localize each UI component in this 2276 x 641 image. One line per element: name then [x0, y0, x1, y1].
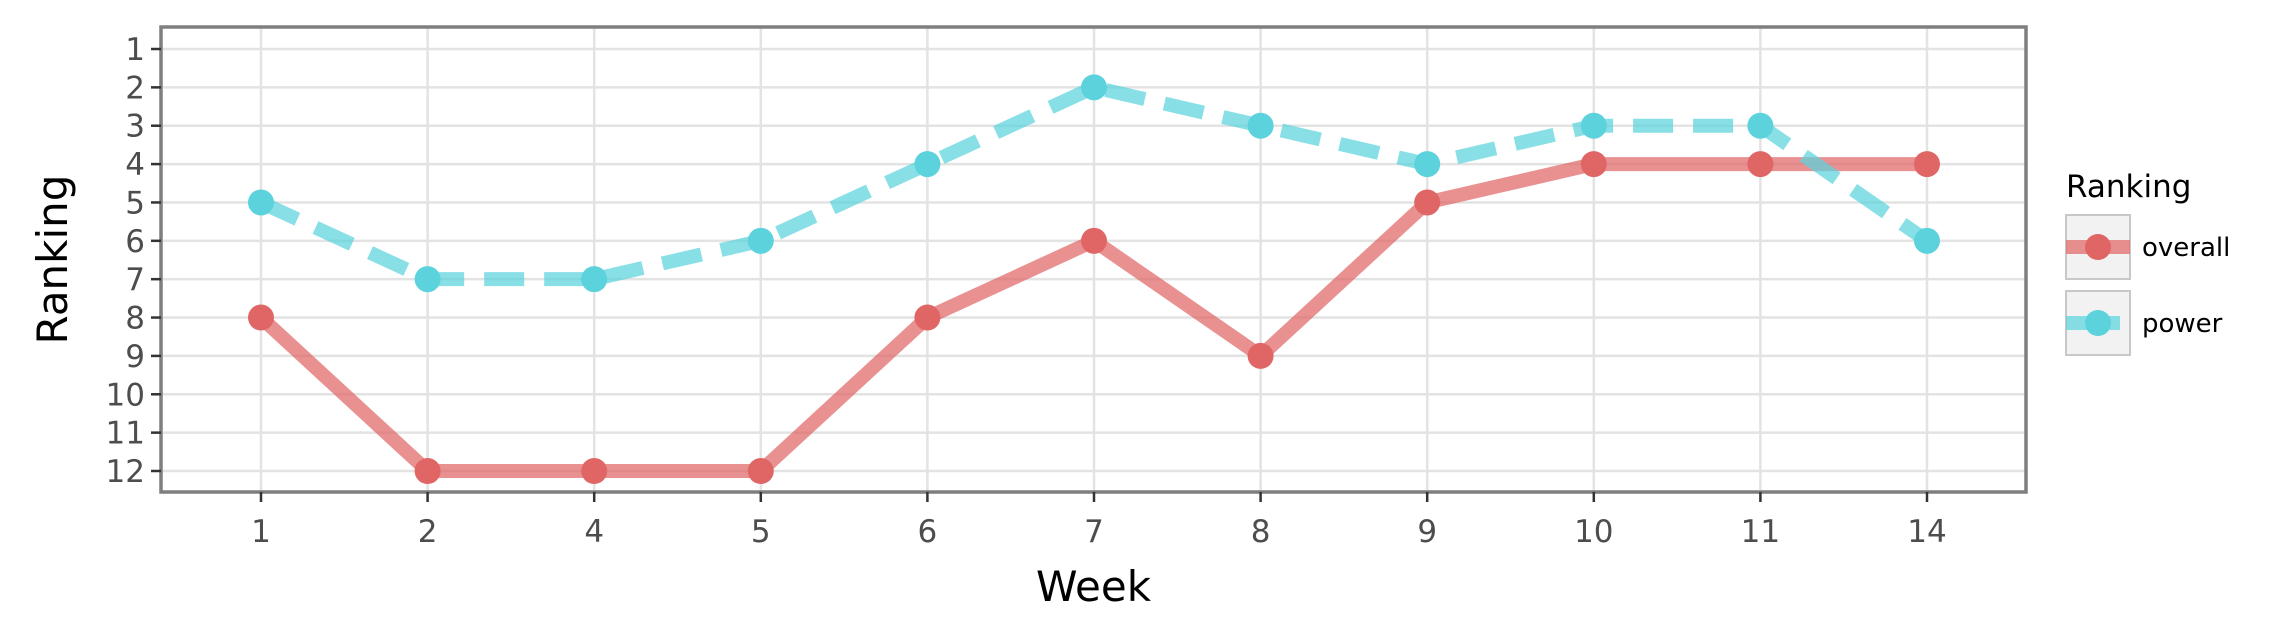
data-point-power [1580, 112, 1607, 139]
data-point-power [248, 189, 274, 216]
x-tick-label: 11 [1741, 514, 1780, 550]
legend-title: Ranking [2066, 169, 2191, 205]
legend-key-point [2085, 234, 2111, 260]
data-point-power [914, 151, 941, 178]
x-tick-label: 6 [918, 514, 938, 550]
legend: Ranking overall power [2065, 169, 2230, 356]
data-point-power [1247, 112, 1274, 139]
y-tick-label: 7 [125, 262, 145, 298]
legend-item-overall: overall [2065, 214, 2230, 280]
y-tick-label: 5 [125, 185, 145, 221]
y-tick-label: 6 [125, 224, 145, 260]
grid-lines [161, 27, 2026, 492]
y-tick-label: 12 [106, 454, 145, 490]
y-tick-label: 8 [125, 301, 145, 337]
series-layer [248, 74, 1940, 484]
x-tick-label: 9 [1417, 514, 1437, 550]
x-tick-label: 7 [1084, 514, 1104, 550]
data-point-overall [414, 458, 441, 484]
y-tick-label: 4 [125, 147, 145, 183]
data-point-overall [1247, 342, 1274, 369]
data-point-power [1414, 151, 1441, 178]
data-point-overall [581, 458, 608, 484]
x-axis-title: Week [1036, 562, 1152, 611]
data-point-overall [1580, 151, 1607, 178]
legend-label: overall [2142, 233, 2230, 263]
x-tick-label: 2 [418, 514, 438, 550]
series-power [258, 80, 1931, 287]
series-points-overall [248, 151, 1940, 484]
x-tick-label: 10 [1574, 514, 1613, 550]
x-tick-label: 8 [1251, 514, 1271, 550]
y-tick-label: 9 [125, 339, 145, 375]
legend-item-power: power [2065, 290, 2223, 356]
y-tick-label: 1 [125, 32, 145, 68]
legend-items: overall power [2065, 214, 2230, 356]
data-point-power [414, 266, 441, 293]
y-axis-title: Ranking [28, 175, 77, 345]
data-point-power [747, 227, 774, 254]
y-tick-label: 2 [125, 70, 145, 106]
x-tick-label: 1 [251, 514, 271, 550]
series-points-power [248, 74, 1940, 293]
data-point-power [1747, 112, 1774, 139]
data-point-overall [248, 304, 274, 331]
y-tick-label: 11 [106, 416, 145, 452]
x-tick-label: 5 [751, 514, 771, 550]
data-point-overall [747, 458, 774, 484]
data-point-power [1081, 74, 1107, 101]
y-tick-label: 10 [106, 377, 145, 413]
data-point-overall [1414, 189, 1441, 216]
data-point-power [1914, 227, 1940, 254]
data-point-power [581, 266, 608, 293]
x-tick-label: 4 [584, 514, 604, 550]
legend-label: power [2142, 309, 2223, 339]
x-tick-label: 14 [1907, 514, 1946, 550]
data-point-overall [1081, 227, 1107, 254]
data-point-overall [1914, 151, 1940, 178]
data-point-overall [914, 304, 941, 331]
y-tick-label: 3 [125, 109, 145, 145]
series-line-power [258, 80, 1931, 287]
legend-key-point [2085, 310, 2111, 336]
data-point-overall [1747, 151, 1774, 178]
